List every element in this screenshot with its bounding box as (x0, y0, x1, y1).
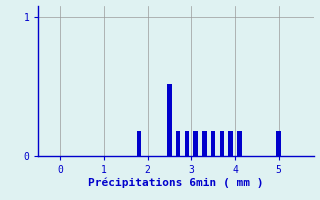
Bar (185, 131, 189, 156)
Bar (202, 131, 207, 156)
X-axis label: Précipitations 6min ( mm ): Précipitations 6min ( mm ) (88, 178, 264, 188)
Bar (228, 131, 233, 156)
Bar (176, 131, 180, 156)
Bar (211, 131, 215, 156)
Bar (167, 84, 172, 156)
Bar (276, 131, 281, 156)
Bar (194, 131, 198, 156)
Bar (137, 131, 141, 156)
Bar (220, 131, 224, 156)
Bar (237, 131, 242, 156)
